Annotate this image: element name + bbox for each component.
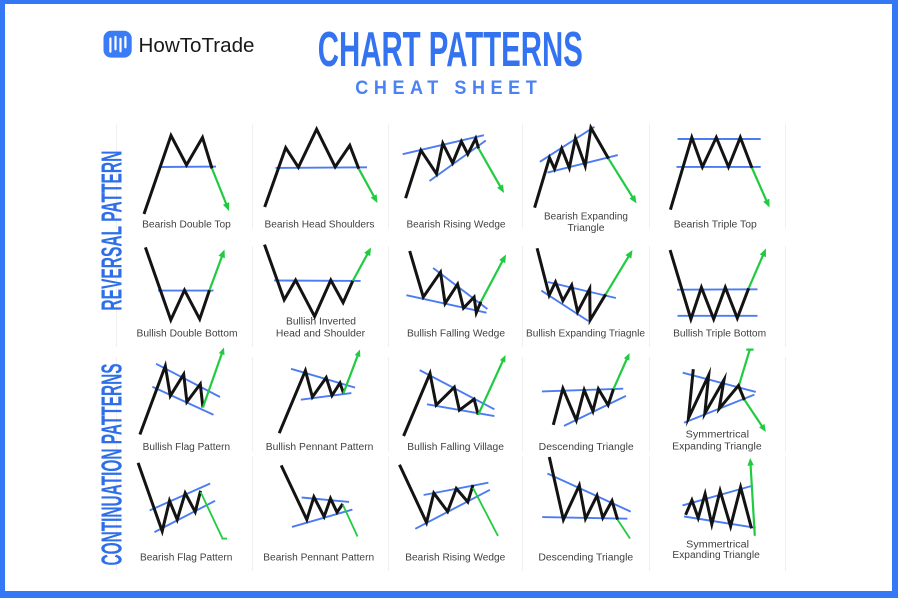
svg-text:Expanding Triangle: Expanding Triangle <box>672 442 762 453</box>
svg-text:Symmertrical: Symmertrical <box>686 429 749 440</box>
svg-text:Bearish Expanding: Bearish Expanding <box>544 212 628 223</box>
svg-text:Descending Triangle: Descending Triangle <box>539 442 634 453</box>
svg-text:Symmertrical: Symmertrical <box>686 540 749 551</box>
svg-text:HowToTrade: HowToTrade <box>139 34 255 57</box>
svg-text:Bullish Falling Village: Bullish Falling Village <box>407 442 504 453</box>
svg-text:Expanding Triangle: Expanding Triangle <box>672 550 760 561</box>
svg-text:Bearish Rising Wedge: Bearish Rising Wedge <box>405 552 505 563</box>
svg-text:Bullish Falling Wedge: Bullish Falling Wedge <box>407 328 505 339</box>
svg-text:Bearish Head Shoulders: Bearish Head Shoulders <box>265 220 375 231</box>
svg-text:Bullish Inverted: Bullish Inverted <box>286 317 356 328</box>
svg-text:Bearish Flag Pattern: Bearish Flag Pattern <box>140 552 232 563</box>
svg-text:Bullish Flag Pattern: Bullish Flag Pattern <box>143 442 230 453</box>
svg-text:Bullish Triple Bottom: Bullish Triple Bottom <box>673 328 766 339</box>
svg-text:Bearish Pennant Pattern: Bearish Pennant Pattern <box>263 552 374 563</box>
svg-text:Bullish Expanding Triagnle: Bullish Expanding Triagnle <box>526 328 645 339</box>
svg-text:Descending Triangle: Descending Triangle <box>538 552 633 563</box>
svg-text:Bullish Pennant Pattern: Bullish Pennant Pattern <box>266 442 374 453</box>
svg-text:Bearish Triple Top: Bearish Triple Top <box>674 220 757 231</box>
svg-text:CHART PATTERNS: CHART PATTERNS <box>318 23 583 77</box>
svg-text:Bullish Double Bottom: Bullish Double Bottom <box>137 328 238 339</box>
svg-text:Triangle: Triangle <box>568 223 605 234</box>
svg-text:CONTINUATION PATTERNS: CONTINUATION PATTERNS <box>97 364 129 566</box>
svg-text:REVERSAL PATTERN: REVERSAL PATTERN <box>97 151 129 311</box>
svg-text:CHEAT SHEET: CHEAT SHEET <box>355 77 542 99</box>
svg-text:Bearish Rising Wedge: Bearish Rising Wedge <box>407 220 506 231</box>
svg-text:Bearish Double Top: Bearish Double Top <box>142 220 231 231</box>
svg-text:Head and Shoulder: Head and Shoulder <box>276 329 366 340</box>
